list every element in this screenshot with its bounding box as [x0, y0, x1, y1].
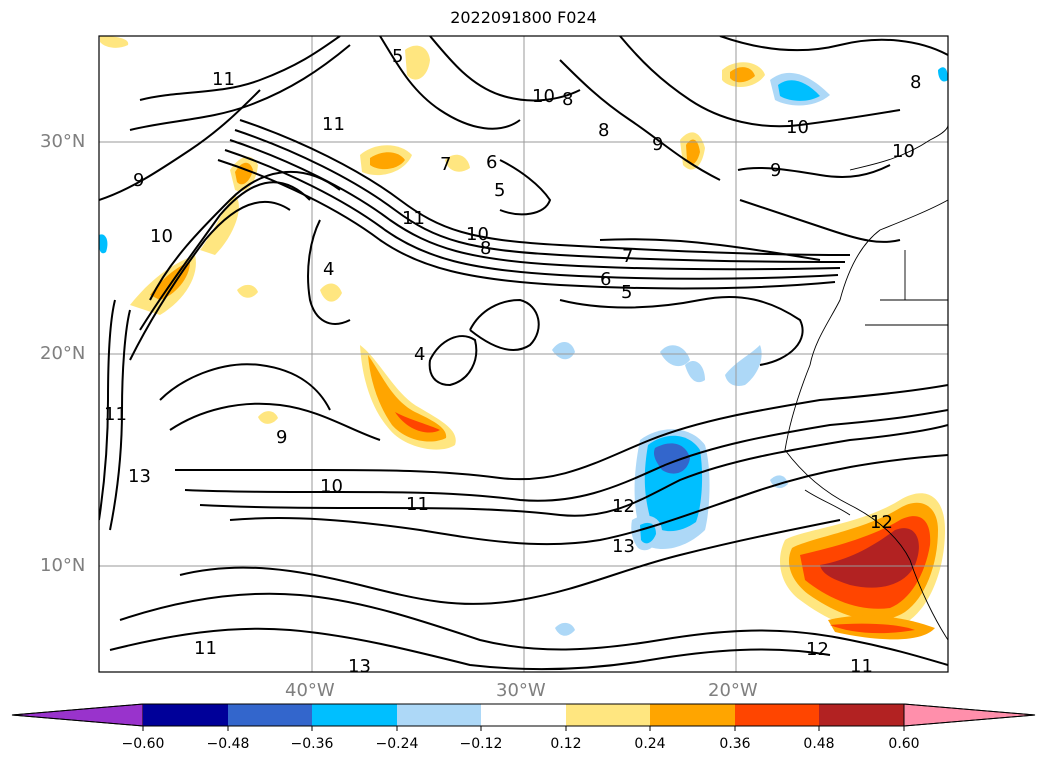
colorbar-swatch	[143, 704, 228, 726]
contour-label: 9	[276, 427, 287, 448]
contour-label: 4	[414, 344, 425, 365]
contour-label: 13	[612, 536, 635, 557]
contour-label: 12	[806, 639, 829, 660]
colorbar-swatch	[650, 704, 735, 726]
contour-label: 13	[128, 466, 151, 487]
contour-label: 9	[652, 134, 663, 155]
contour-label: 5	[494, 180, 505, 201]
colorbar-tick-label: 0.48	[803, 736, 835, 752]
colorbar-swatch	[312, 704, 397, 726]
colorbar-swatch	[228, 704, 312, 726]
lon-label-40w: 40°W	[285, 680, 335, 701]
coastline	[784, 124, 948, 641]
contour-label: 10	[466, 224, 489, 245]
colorbar-tick-label: −0.36	[290, 736, 334, 752]
contour-label: 12	[870, 512, 893, 533]
colorbar-tick-label: −0.48	[206, 736, 250, 752]
map-title: 2022091800 F024	[450, 8, 597, 27]
contour-label: 7	[622, 246, 633, 267]
colorbar-tick-label: −0.60	[121, 736, 165, 752]
contour-label: 11	[104, 404, 127, 425]
contour-label: 10	[786, 117, 809, 138]
colorbar-swatch	[735, 704, 819, 726]
graticule	[99, 36, 948, 672]
lat-label-10n: 10°N	[40, 555, 86, 576]
contour-label: 5	[621, 282, 632, 303]
contour-label: 11	[406, 494, 429, 515]
contour-label: 11	[322, 114, 345, 135]
colorbar-swatch	[481, 704, 566, 726]
colorbar-extend-low	[11, 703, 144, 727]
colorbar-tick-label: 0.60	[888, 736, 920, 752]
colorbar	[11, 703, 1036, 731]
contour-label: 10	[892, 141, 915, 162]
contour-label-group: 11 10 9 8 7 6 5 4 13 12 10 9 8 11 10 12 …	[104, 46, 921, 677]
contour-label: 5	[392, 46, 403, 67]
lon-label-30w: 30°W	[496, 680, 546, 701]
contour-label: 8	[562, 89, 573, 110]
warm-anomaly-fill	[100, 36, 945, 640]
plot-frame	[98, 35, 949, 673]
contour-label: 10	[150, 226, 173, 247]
colorbar-tick-label: 0.12	[550, 736, 582, 752]
contour-label: 9	[133, 170, 144, 191]
lat-label-20n: 20°N	[40, 343, 86, 364]
colorbar-extend-high	[903, 703, 1036, 727]
contour-label: 8	[598, 120, 609, 141]
contour-label: 11	[850, 656, 873, 677]
contour-label: 10	[320, 476, 343, 497]
contour-label: 11	[212, 69, 235, 90]
lat-label-30n: 30°N	[40, 131, 86, 152]
contour-label: 10	[532, 86, 555, 107]
contour-label: 11	[194, 638, 217, 659]
lon-label-20w: 20°W	[708, 680, 758, 701]
contour-label: 8	[910, 72, 921, 93]
colorbar-tick-label: 0.36	[719, 736, 751, 752]
contour-label: 6	[600, 269, 611, 290]
cold-anomaly-fill	[99, 67, 948, 636]
contour-label: 7	[440, 154, 451, 175]
contour-label: 13	[348, 656, 371, 677]
colorbar-tick-label: −0.24	[375, 736, 419, 752]
contour-label: 4	[323, 259, 334, 280]
colorbar-tick-label: −0.12	[459, 736, 503, 752]
colorbar-swatch	[397, 704, 481, 726]
contour-label: 9	[770, 160, 781, 181]
colorbar-swatch	[819, 704, 904, 726]
colorbar-swatch	[566, 704, 650, 726]
contour-label: 11	[402, 208, 425, 229]
contour-label: 6	[486, 152, 497, 173]
contour-label: 12	[612, 496, 635, 517]
colorbar-tick-label: 0.24	[634, 736, 666, 752]
isobar-contours	[99, 36, 948, 671]
contour-label: 8	[480, 238, 491, 259]
